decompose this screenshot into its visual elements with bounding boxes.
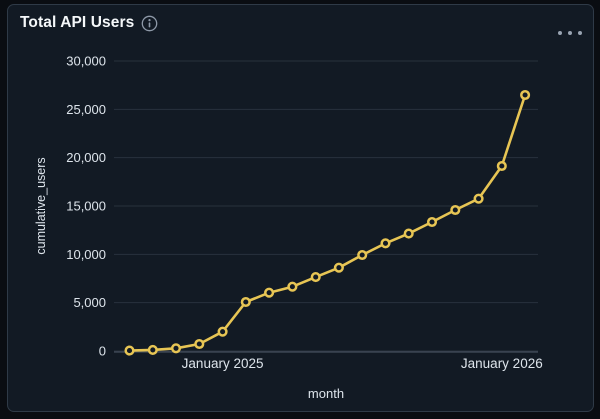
- panel-options-button[interactable]: [553, 21, 587, 45]
- y-tick-label: 15,000: [66, 199, 106, 214]
- info-icon[interactable]: [141, 15, 158, 32]
- y-tick-label: 0: [99, 344, 106, 359]
- chart-panel: 0 5,000 10,000 15,000 20,000 25,000 30,000 Janu…: [7, 4, 594, 412]
- x-axis-title: month: [307, 386, 345, 401]
- data-point-marker[interactable]: [450, 204, 461, 216]
- data-point-marker[interactable]: [473, 193, 484, 204]
- data-point-marker[interactable]: [147, 344, 158, 355]
- data-point-marker[interactable]: [194, 338, 205, 350]
- chart-svg: 0 5,000 10,000 15,000 20,000 25,000 30,000 Janu…: [66, 54, 543, 372]
- data-point-marker[interactable]: [333, 262, 344, 273]
- y-axis-title: cumulative_users: [34, 157, 48, 255]
- data-point-marker[interactable]: [496, 160, 507, 172]
- data-point-marker[interactable]: [403, 228, 414, 239]
- data-point-marker[interactable]: [310, 272, 321, 283]
- y-tick-label: 25,000: [66, 102, 106, 117]
- y-tick-label: 20,000: [66, 150, 106, 165]
- ellipsis-icon: [553, 31, 587, 35]
- data-point-marker[interactable]: [264, 287, 275, 298]
- x-tick-label: January 2026: [461, 356, 543, 371]
- data-point-marker[interactable]: [124, 345, 135, 356]
- data-point-marker[interactable]: [170, 343, 182, 354]
- data-point-marker[interactable]: [240, 296, 251, 308]
- y-tick-label: 10,000: [66, 247, 106, 262]
- data-point-marker[interactable]: [287, 281, 298, 292]
- x-tick-label: January 2025: [182, 356, 264, 371]
- data-point-marker[interactable]: [520, 89, 531, 101]
- data-point-marker[interactable]: [357, 249, 368, 261]
- y-tick-label: 30,000: [66, 54, 106, 69]
- data-point-marker[interactable]: [380, 238, 391, 249]
- y-tick-label: 5,000: [73, 295, 106, 310]
- panel-header: Total API Users: [20, 14, 158, 32]
- series-line: [128, 93, 527, 352]
- panel-title: Total API Users: [20, 14, 135, 31]
- data-point-marker[interactable]: [426, 216, 438, 228]
- data-point-marker[interactable]: [217, 326, 228, 337]
